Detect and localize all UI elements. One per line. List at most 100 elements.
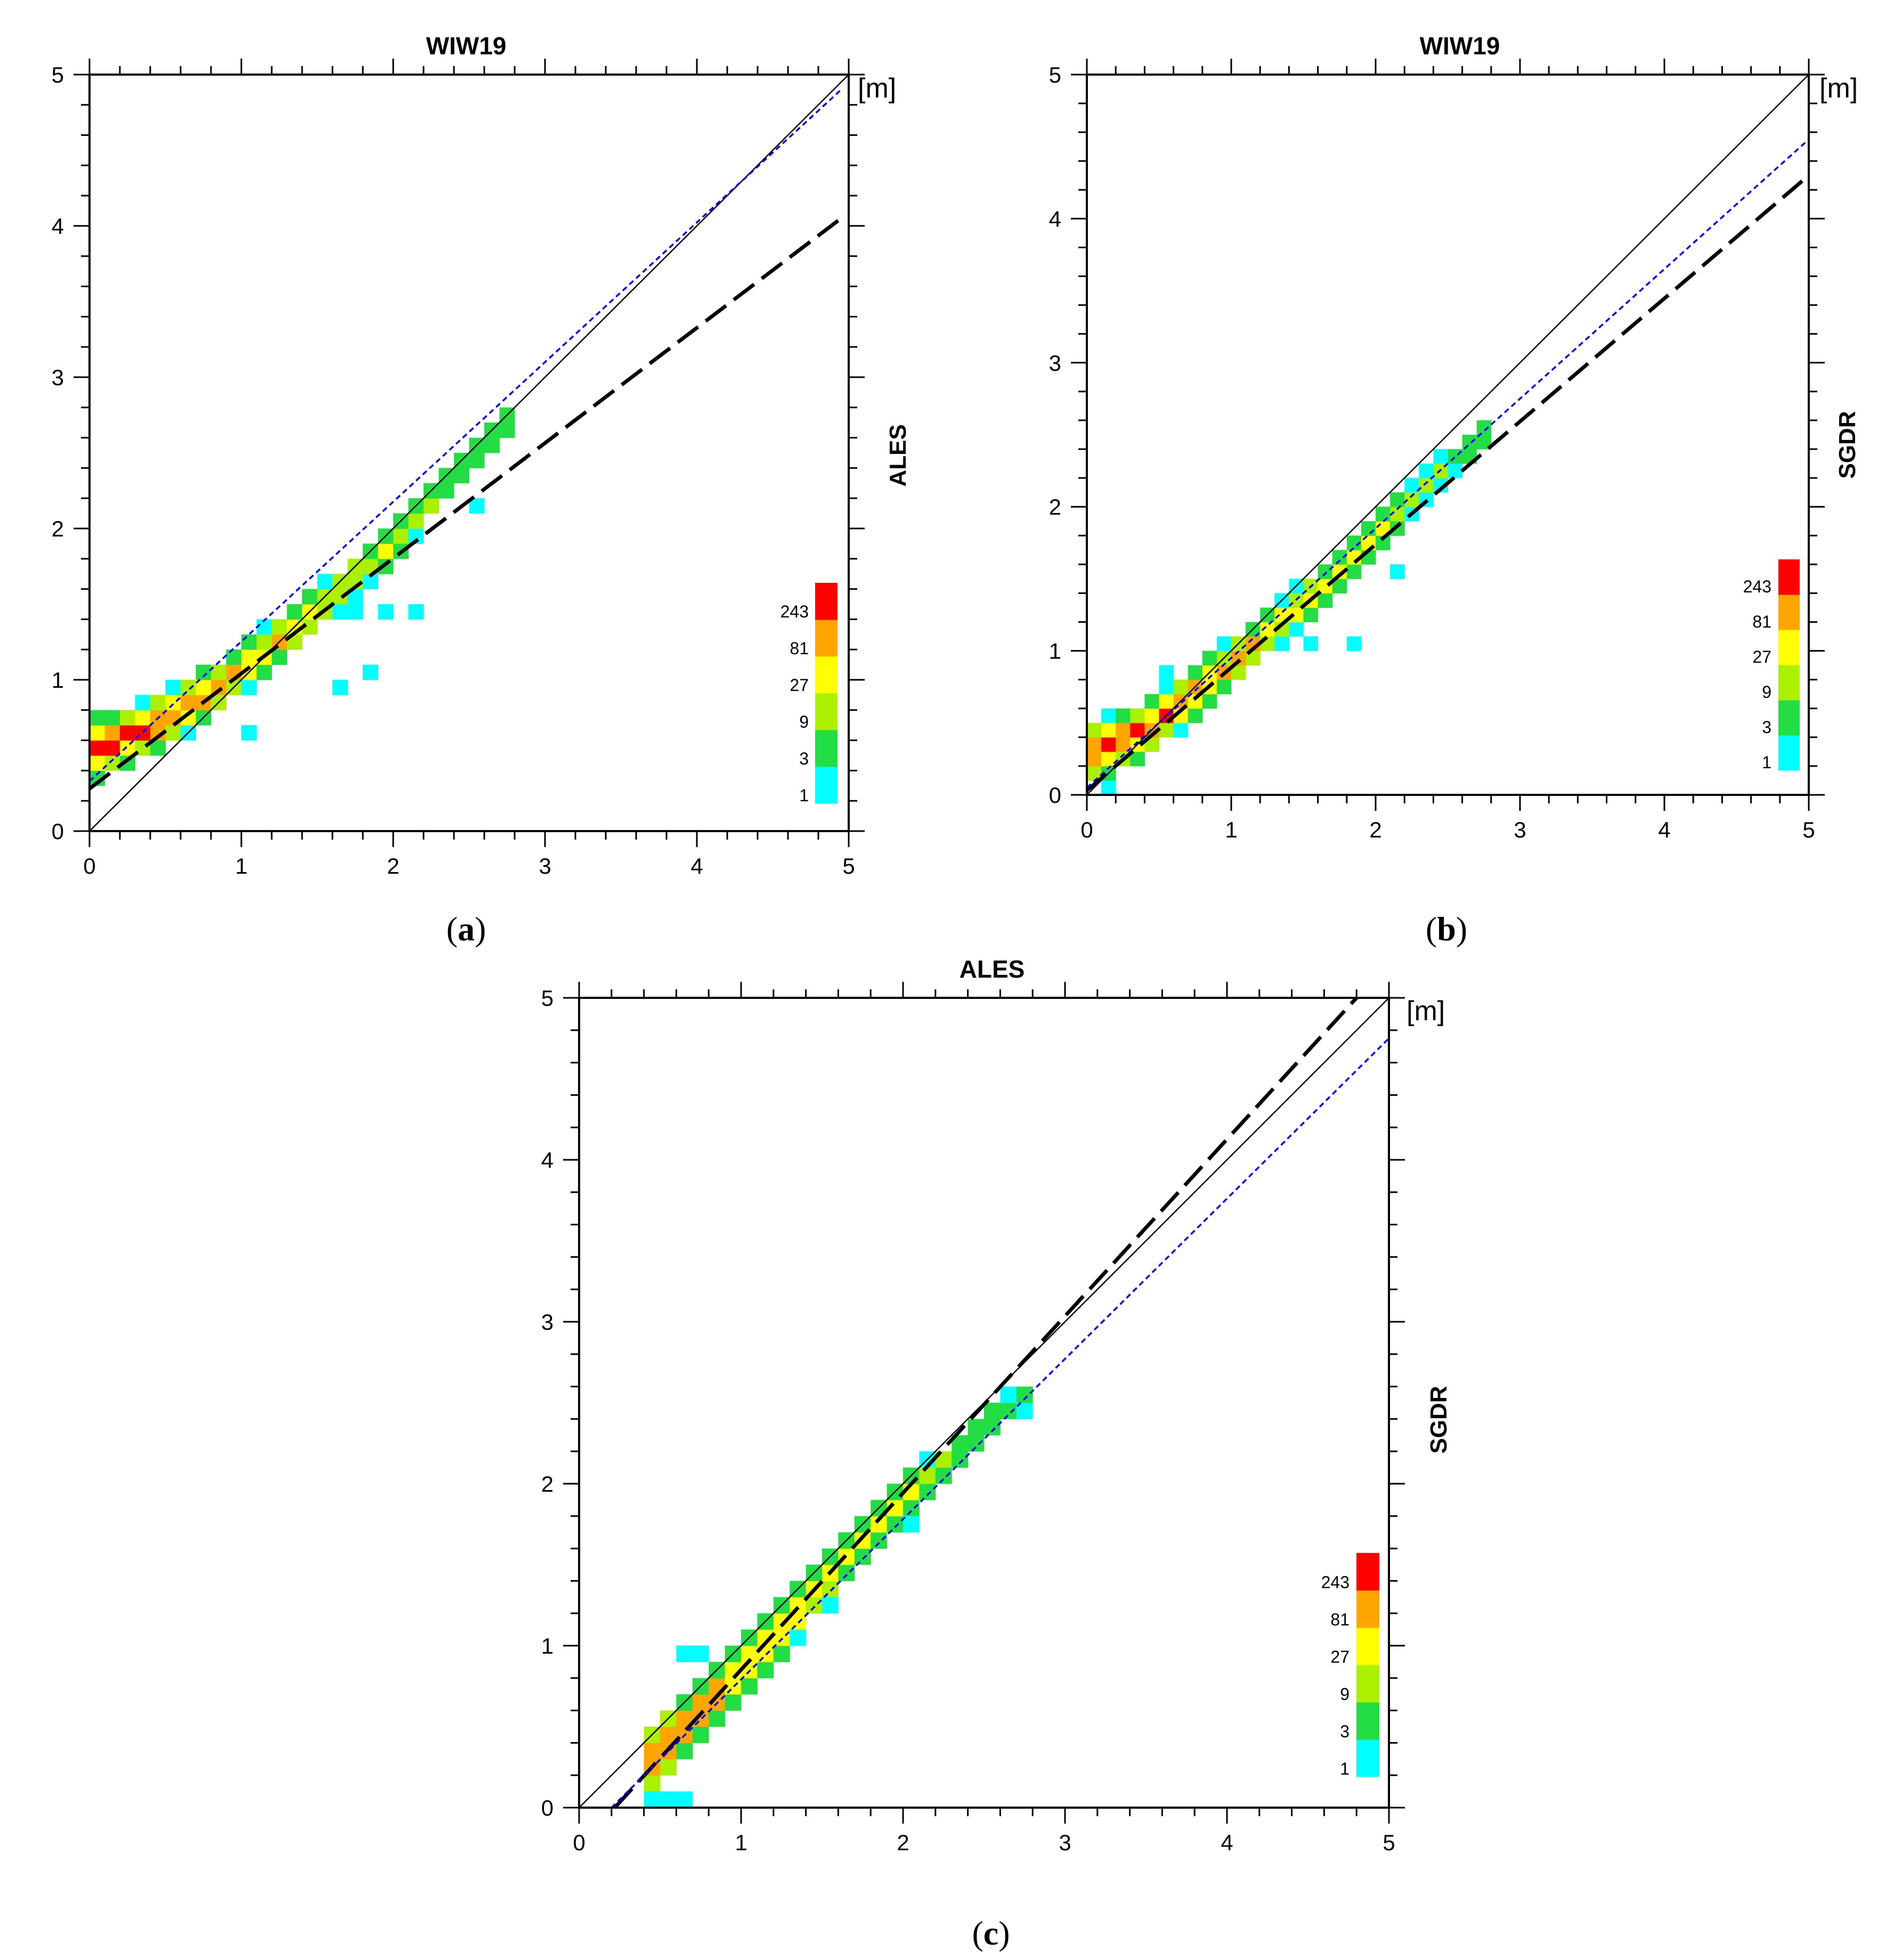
heatmap-cell <box>1116 737 1131 752</box>
x-tick-label: 4 <box>1658 817 1670 842</box>
colorbar-swatch <box>1778 559 1800 595</box>
heatmap-cell <box>1216 636 1232 652</box>
colorbar-label: 27 <box>1752 647 1771 666</box>
panel-b-unit: [m] <box>1819 73 1858 104</box>
y-tick-label: 2 <box>1049 494 1061 519</box>
colorbar-swatch <box>815 767 838 804</box>
panel-b-plot: 0 1 2 3 4 5 0 1 2 3 4 5 1 3 9 27 81 243 <box>1049 59 1825 842</box>
line-fit-dotted <box>1086 139 1810 788</box>
y-tick-label: 1 <box>52 668 64 693</box>
plot-frame <box>578 997 1390 1809</box>
heatmap-cell <box>725 1694 742 1711</box>
heatmap-cell <box>1376 507 1391 522</box>
heatmap-cell <box>1159 679 1174 695</box>
heatmap-cell <box>790 1629 807 1646</box>
heatmap-cell <box>1116 708 1131 723</box>
heatmap-cell-outlier <box>692 1646 709 1662</box>
y-tick-label: 3 <box>1049 351 1061 376</box>
colorbar-swatch <box>1778 595 1800 630</box>
heatmap-cell-outlier <box>363 664 378 680</box>
colorbar-label: 1 <box>799 786 809 805</box>
heatmap-cell <box>181 680 196 695</box>
heatmap-cell <box>165 680 181 695</box>
heatmap-cell <box>1318 593 1333 608</box>
heatmap-cell <box>1188 665 1203 680</box>
panel-c-plot: 0 1 2 3 4 5 0 1 2 3 4 5 1 3 9 27 81 243 <box>541 982 1405 1855</box>
heatmap-cell <box>1101 708 1116 723</box>
heatmap-cell <box>165 725 181 741</box>
colorbar-swatch <box>815 730 838 767</box>
heatmap-cell <box>469 453 485 468</box>
y-tick-label: 0 <box>52 819 64 844</box>
heatmap-cell <box>644 1775 661 1792</box>
y-tick-label: 5 <box>52 62 64 87</box>
line-fit-dotted <box>611 1037 1390 1809</box>
heatmap-cell <box>741 1678 758 1695</box>
heatmap-cell <box>1130 722 1145 738</box>
heatmap-cell <box>1274 636 1289 652</box>
heatmap-cell <box>1101 737 1116 752</box>
colorbar-swatch <box>815 583 838 620</box>
x-tick-label: 5 <box>842 853 855 879</box>
heatmap-cell <box>919 1484 936 1500</box>
heatmap-cell <box>709 1710 726 1727</box>
panel-a: WIW19 0 1 2 3 4 5 0 1 2 3 4 5 1 3 9 27 81 243 [m] ALES (a… <box>52 32 911 948</box>
colorbar-label: 9 <box>1762 682 1771 702</box>
y-tick-label: 1 <box>1049 639 1061 664</box>
x-tick-label: 5 <box>1802 817 1815 842</box>
panel-b: WIW19 0 1 2 3 4 5 0 1 2 3 4 5 1 3 9 27 81 243 [m] SGDR (b… <box>1049 32 1860 948</box>
heatmap-cell <box>1101 751 1116 767</box>
colorbar-swatch <box>1778 630 1800 665</box>
colorbar-swatch <box>1778 700 1800 736</box>
heatmap-cell <box>120 725 135 741</box>
x-tick-label: 0 <box>573 1830 585 1855</box>
heatmap-cell <box>1216 679 1232 695</box>
panel-b-title: WIW19 <box>1420 32 1500 60</box>
colorbar-swatch <box>1356 1628 1379 1665</box>
heatmap-cell <box>1202 650 1217 666</box>
colorbar-swatch <box>815 693 838 730</box>
heatmap-cell <box>1159 694 1174 709</box>
x-tick-label: 2 <box>1369 817 1381 842</box>
heatmap-cell <box>256 634 272 650</box>
heatmap-cell <box>120 740 135 756</box>
y-tick-label: 2 <box>52 516 64 541</box>
colorbar-swatch <box>815 620 838 657</box>
heatmap-cell <box>408 513 424 529</box>
heatmap-cell <box>241 634 257 650</box>
x-tick-label: 1 <box>1225 817 1237 842</box>
line-1to1 <box>89 74 849 832</box>
heatmap-cell <box>1116 722 1131 738</box>
panel-a-caption-letter: a <box>458 910 475 948</box>
colorbar-swatch <box>1778 665 1800 701</box>
heatmap-cell <box>211 664 226 680</box>
line-1to1 <box>1086 74 1809 795</box>
heatmap-cell-outlier <box>378 604 394 620</box>
colorbar-swatch <box>815 656 838 694</box>
y-tick-label: 4 <box>541 1148 554 1173</box>
heatmap-cell <box>90 725 105 741</box>
heatmap-cell <box>90 740 105 756</box>
y-tick-label: 4 <box>52 214 64 239</box>
heatmap-cell <box>1332 550 1347 565</box>
heatmap-cell-outlier <box>903 1516 920 1533</box>
panel-c-unit: [m] <box>1407 996 1445 1027</box>
heatmap-cell <box>499 422 515 438</box>
heatmap-cell-outlier <box>676 1646 693 1662</box>
colorbar-label: 1 <box>1340 1759 1350 1778</box>
heatmap-cell <box>1318 564 1333 579</box>
y-tick-label: 5 <box>541 986 554 1011</box>
heatmap-cell <box>120 710 135 726</box>
panel-c: ALES 0 1 2 3 4 5 0 1 2 3 4 5 1 3 9 27 81 243 [m] SGDR (c) <box>541 955 1452 1952</box>
heatmap-cell <box>90 710 105 726</box>
heatmap-cell-outlier <box>644 1791 661 1808</box>
x-tick-label: 3 <box>1514 817 1526 842</box>
y-tick-label: 2 <box>541 1471 554 1497</box>
heatmap-cell <box>332 604 348 620</box>
heatmap-cell <box>919 1467 936 1484</box>
colorbar-label: 9 <box>799 712 809 731</box>
x-tick-label: 3 <box>539 853 551 879</box>
colorbar-label: 81 <box>1752 612 1771 631</box>
heatmap-cell <box>484 437 500 453</box>
